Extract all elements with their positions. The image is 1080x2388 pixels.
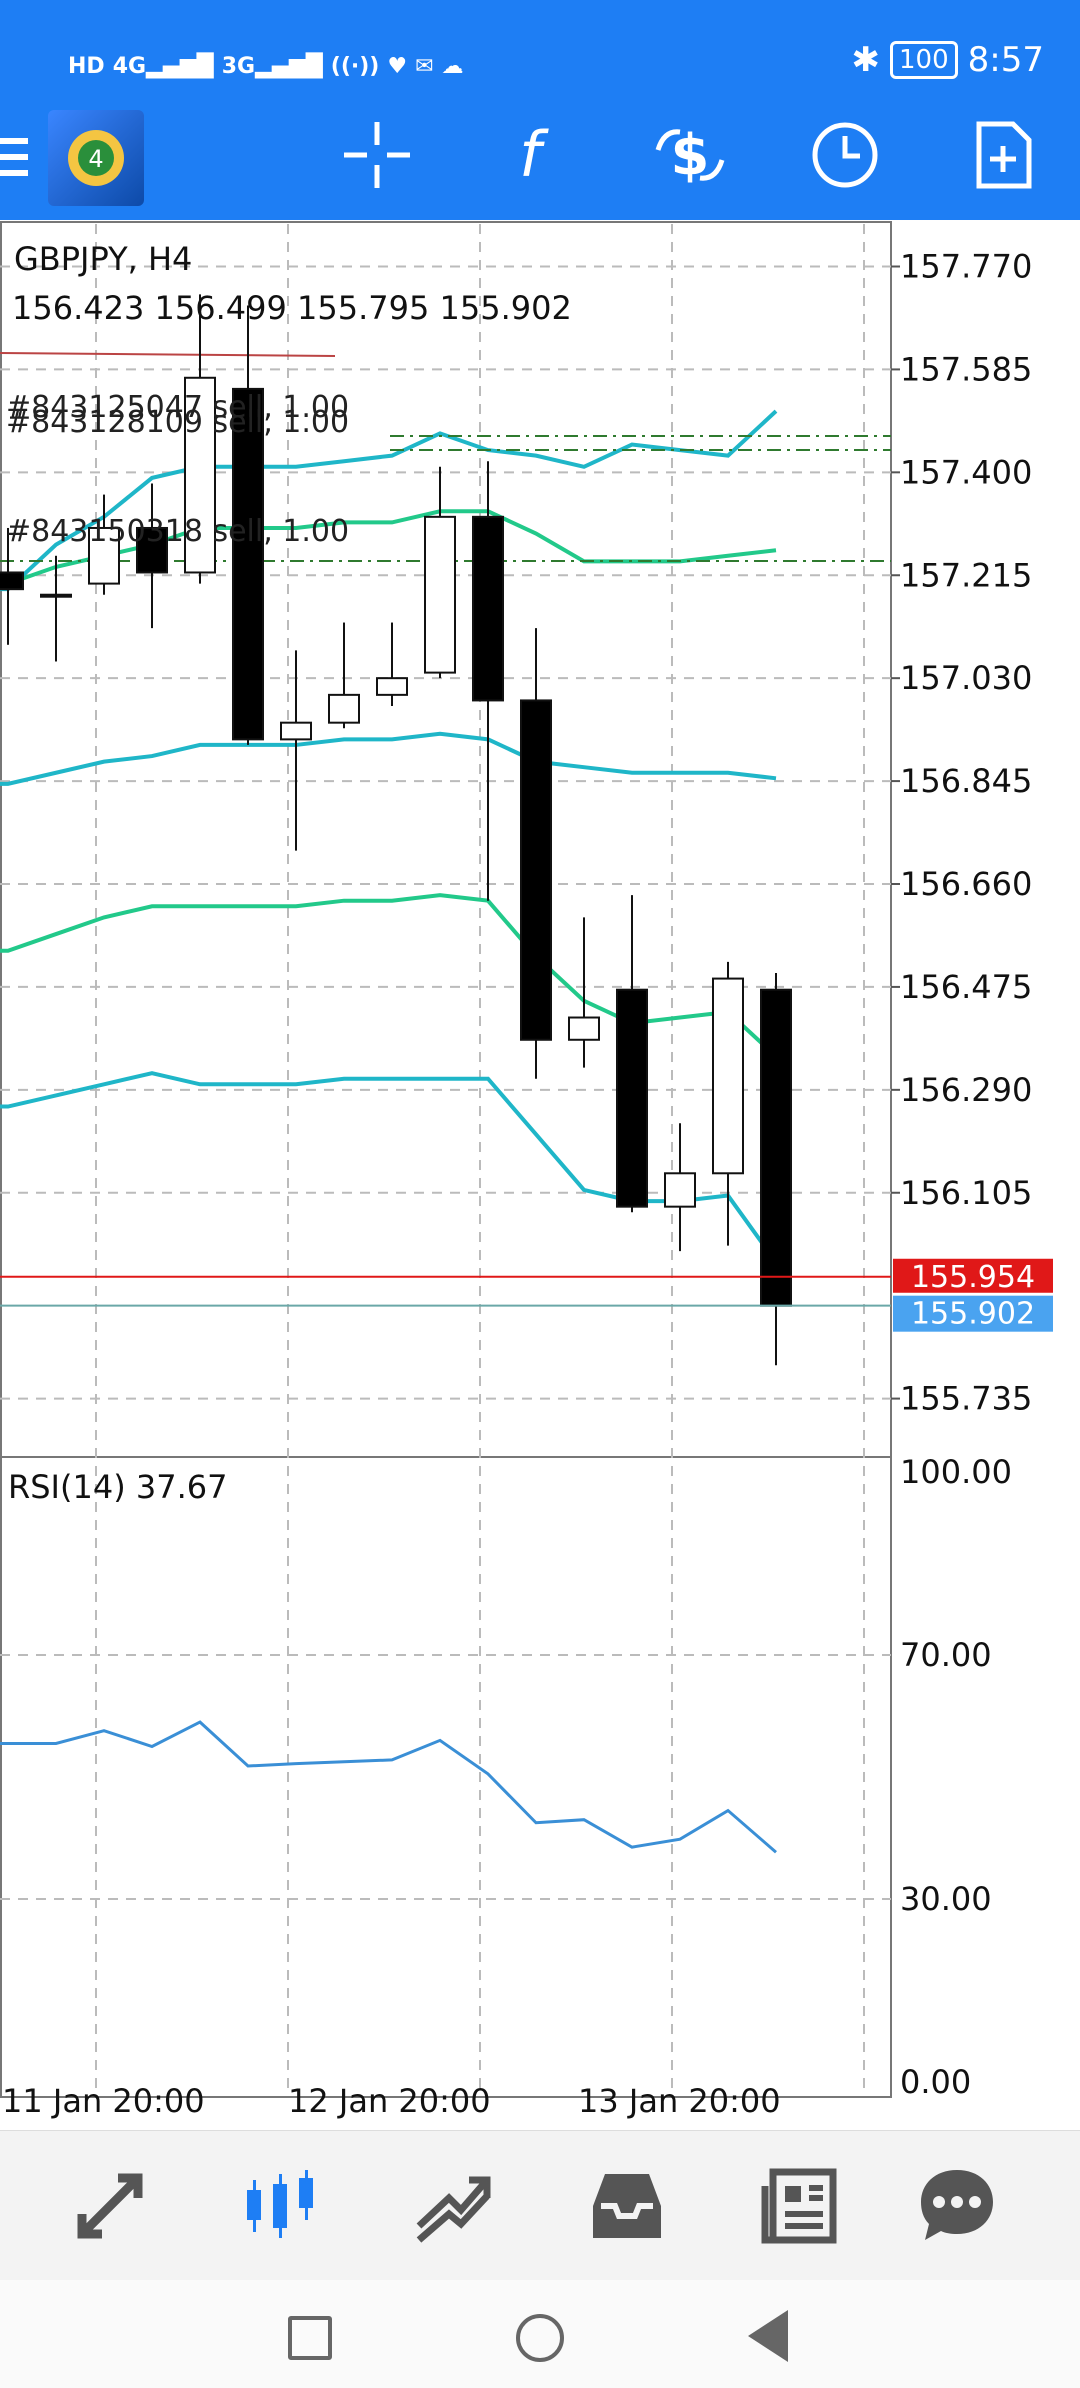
stop-line	[0, 352, 336, 357]
order-label-1[interactable]: #843125047 sell, 1.00	[6, 390, 349, 425]
band-upper-line	[0, 409, 778, 592]
crosshair-icon[interactable]	[332, 110, 422, 200]
bottom-nav	[0, 2130, 1080, 2281]
bluetooth-icon: ✱	[851, 40, 881, 80]
price-tick-label: 155.735	[900, 1380, 1032, 1418]
rsi-axis: 100.00 70.00 30.00 0.00	[0, 1453, 1012, 2101]
band-lower-line	[0, 1071, 778, 1264]
time-label-2: 12 Jan 20:00	[288, 2082, 491, 2120]
svg-text:4: 4	[88, 145, 103, 173]
price-axis: 157.770 157.585 157.400 157.215 157.030 156.8…	[891, 248, 1032, 1418]
candle-body	[424, 515, 456, 674]
rsi-tick-label: 0.00	[900, 2063, 971, 2101]
quotes-nav-icon[interactable]	[65, 2161, 155, 2251]
candle-body	[184, 376, 216, 574]
band-middle-line	[0, 893, 778, 1058]
history-nav-icon[interactable]	[582, 2161, 672, 2251]
home-button[interactable]	[516, 2314, 564, 2362]
rsi-label: RSI(14) 37.67	[8, 1468, 227, 1506]
price-tick-label: 156.475	[900, 968, 1032, 1006]
candle-body	[328, 693, 360, 724]
top-toolbar: 4 f $	[0, 90, 1080, 220]
mail-icon: ✉	[415, 53, 434, 79]
candles	[0, 294, 792, 1366]
bid-price-box	[893, 1295, 1053, 1332]
price-tick-label: 156.105	[900, 1174, 1032, 1212]
time-label-1: 11 Jan 20:00	[2, 2082, 205, 2120]
candle-body	[664, 1172, 696, 1208]
clock-icon[interactable]	[800, 110, 890, 200]
recents-button[interactable]	[288, 2316, 332, 2360]
candle-body	[232, 387, 264, 741]
bid-price-label: 155.902	[911, 1297, 1035, 1332]
order-label-2[interactable]: #843128109 sell, 1.00	[6, 405, 349, 440]
price-tick-label: 157.400	[900, 453, 1032, 491]
ohlc-label: 156.423 156.499 155.795 155.902	[12, 289, 572, 327]
price-chart[interactable]: 157.770 157.585 157.400 157.215 157.030 156.8…	[0, 220, 1080, 2130]
candle-body	[280, 721, 312, 741]
new-order-icon[interactable]	[958, 110, 1048, 200]
envelope-lower-line	[0, 731, 777, 786]
price-tick-label: 157.030	[900, 659, 1032, 697]
candle-body	[376, 677, 408, 696]
price-tick-label: 156.290	[900, 1071, 1032, 1109]
signal-3g-icon: 3G▂▄▆█	[221, 53, 323, 79]
order-label-3[interactable]: #843150318 sell, 1.00	[6, 514, 349, 549]
trade-icon[interactable]: $	[645, 110, 735, 200]
chart-area[interactable]: 157.770 157.585 157.400 157.215 157.030 156.8…	[0, 220, 1080, 2130]
candle-body	[472, 515, 504, 702]
wifi-icon: ((·))	[330, 53, 380, 79]
heart-icon: ♥	[387, 53, 408, 79]
ask-price-box	[893, 1258, 1053, 1293]
price-tick-label: 156.660	[900, 865, 1032, 903]
rsi-tick-label: 70.00	[900, 1636, 992, 1674]
candle-body	[712, 977, 744, 1175]
battery-indicator: 100	[890, 41, 958, 79]
rsi-tick-label: 100.00	[900, 1453, 1012, 1491]
status-right: ✱ 100 8:57	[852, 40, 1045, 80]
symbol-label: GBPJPY, H4	[14, 240, 192, 278]
trade-nav-icon[interactable]	[408, 2161, 498, 2251]
candle-body	[568, 1016, 600, 1041]
function-icon[interactable]: f	[485, 110, 575, 200]
status-left-icons: HD 4G▂▄▆█ 3G▂▄▆█ ((·)) ♥ ✉ ☁	[68, 46, 464, 86]
time-label-3: 13 Jan 20:00	[578, 2082, 781, 2120]
menu-icon[interactable]	[0, 138, 28, 186]
cloud-icon: ☁	[441, 53, 464, 79]
candle-body	[616, 988, 648, 1208]
system-nav	[0, 2280, 1080, 2388]
signal-4g-icon: 4G▂▄▆█	[112, 53, 214, 79]
price-tick-label: 157.585	[900, 350, 1032, 388]
chart-grid	[0, 224, 891, 2095]
rsi-tick-label: 30.00	[900, 1880, 992, 1918]
candle-body	[0, 571, 24, 591]
price-tick-label: 157.770	[900, 248, 1032, 286]
chat-nav-icon[interactable]	[912, 2161, 1002, 2251]
candle-body	[40, 593, 72, 598]
candle-body	[760, 988, 792, 1307]
svg-text:f: f	[519, 120, 549, 190]
candle-body	[136, 526, 168, 574]
status-time: 8:57	[967, 40, 1044, 80]
price-tick-label: 156.845	[900, 762, 1032, 800]
app-logo[interactable]: 4	[48, 110, 144, 206]
news-nav-icon[interactable]	[754, 2161, 844, 2251]
candle-body	[520, 699, 552, 1041]
hd-icon: HD	[68, 53, 105, 79]
rsi-frame	[0, 1456, 892, 2098]
back-button[interactable]	[748, 2310, 788, 2362]
chart-nav-icon[interactable]	[236, 2161, 326, 2251]
candle-body	[88, 526, 120, 585]
rsi-line	[0, 1720, 777, 1854]
price-tick-label: 157.215	[900, 556, 1032, 594]
ask-price-label: 155.954	[911, 1260, 1035, 1295]
